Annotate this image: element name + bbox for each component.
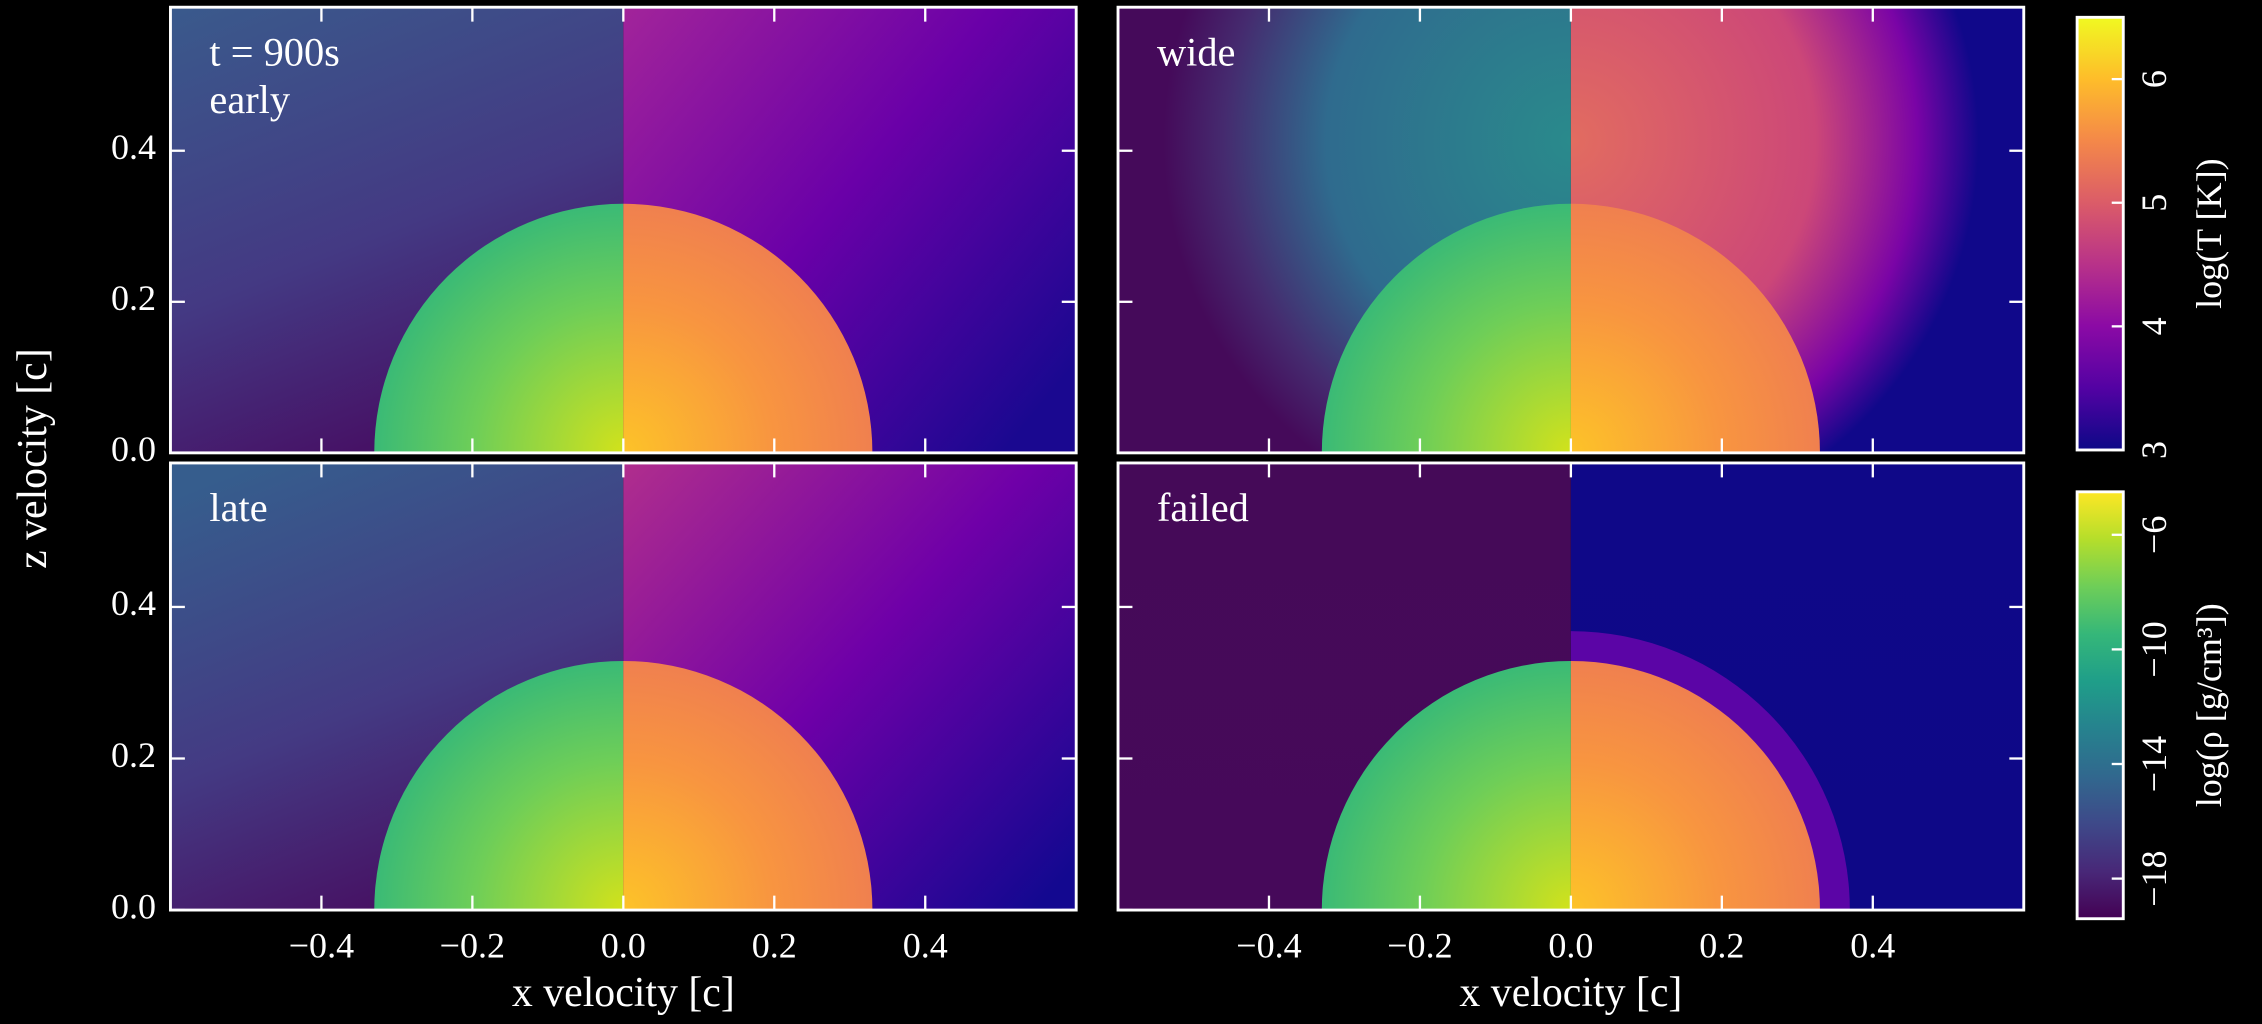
ejecta-left (1321, 203, 1571, 453)
ejecta-right (623, 660, 873, 911)
colorbar-frame (2075, 15, 2125, 452)
ejecta-left (1321, 660, 1571, 911)
x-tick-label: 0.2 (752, 925, 797, 965)
panel-annotation: failed (1157, 485, 1249, 530)
colorbar-tick-label: 5 (2134, 194, 2174, 212)
ejecta-right (623, 203, 873, 453)
x-tick-label: 0.4 (1850, 925, 1895, 965)
colorbar-tick-label: 3 (2134, 441, 2174, 459)
x-tick-label: 0.4 (903, 925, 948, 965)
colorbar-frame (2075, 490, 2125, 921)
x-axis-label: x velocity [c] (512, 970, 735, 1016)
y-tick-label: 0.4 (111, 127, 156, 167)
ejecta-left (374, 203, 624, 453)
y-tick-label: 0.4 (111, 583, 156, 623)
colorbar (2077, 491, 2124, 919)
y-tick-label: 0.2 (111, 735, 156, 775)
panel (170, 462, 1077, 911)
x-tick-label: −0.4 (289, 925, 354, 965)
y-tick-label: 0.0 (111, 429, 156, 469)
panel (1118, 7, 2024, 453)
x-tick-label: 0.0 (1548, 925, 1593, 965)
x-tick-label: −0.2 (1387, 925, 1452, 965)
colorbar-label: log(ρ [g/cm³]) (2189, 603, 2229, 807)
colorbar-tick-label: −10 (2134, 621, 2174, 677)
ejecta-right (1570, 660, 1820, 911)
y-axis-label: z velocity [c] (10, 348, 56, 569)
panel-annotation: late (209, 485, 267, 530)
y-tick-label: 0.0 (111, 886, 156, 926)
ejecta-left (374, 660, 624, 911)
colorbar-tick-label: −18 (2134, 850, 2174, 906)
x-tick-label: 0.2 (1699, 925, 1744, 965)
colorbar-tick-label: −6 (2134, 516, 2174, 554)
ejecta-right (1570, 203, 1820, 453)
x-tick-label: −0.2 (440, 925, 505, 965)
colorbar-tick-label: 6 (2134, 70, 2174, 88)
colorbar-tick-label: 4 (2134, 317, 2174, 335)
x-tick-label: 0.0 (601, 925, 646, 965)
y-tick-label: 0.2 (111, 278, 156, 318)
x-tick-label: −0.4 (1236, 925, 1301, 965)
x-axis-label: x velocity [c] (1459, 970, 1682, 1016)
panel (170, 7, 1077, 453)
panel-annotation: early (209, 77, 291, 122)
colorbar-tick-label: −14 (2134, 736, 2174, 792)
colorbar-label: log(T [K]) (2189, 158, 2229, 308)
colorbar (2077, 17, 2124, 450)
panel (1118, 462, 2024, 911)
panel-annotation: wide (1157, 30, 1235, 75)
panel-annotation: t = 900s (209, 30, 339, 75)
